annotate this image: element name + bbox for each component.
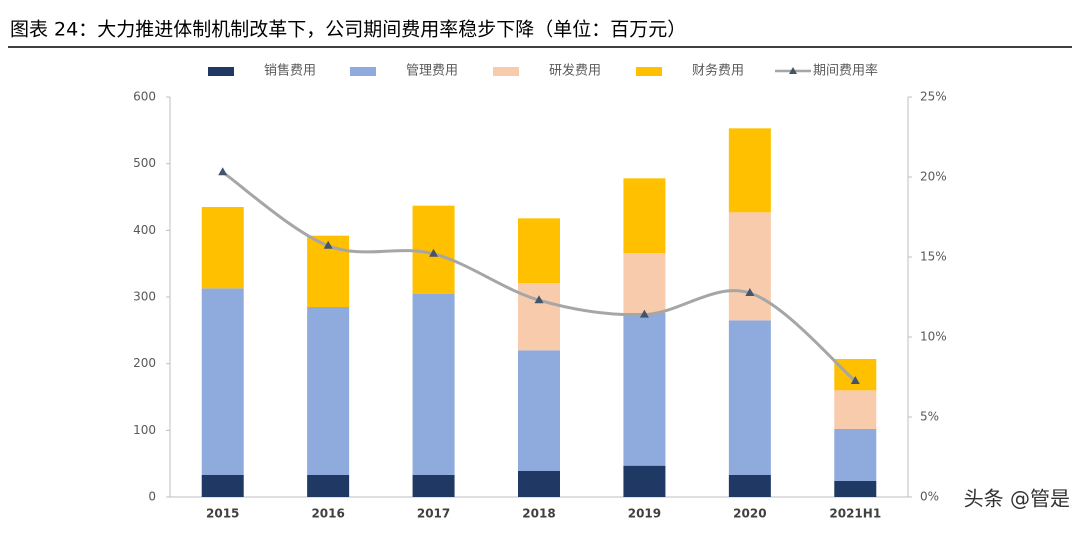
bar: [412, 475, 455, 497]
y-tick-label: 0: [148, 490, 156, 504]
bar: [201, 288, 244, 475]
y2-tick-label: 15%: [920, 250, 947, 264]
line-marker: [534, 295, 544, 304]
y-tick-label: 300: [133, 290, 156, 304]
y2-tick-label: 10%: [920, 330, 947, 344]
bar: [307, 475, 350, 497]
x-tick-label: 2019: [628, 507, 661, 521]
line-marker: [218, 167, 228, 176]
bar: [728, 320, 771, 475]
legend-swatch: [208, 67, 234, 76]
bar: [834, 481, 877, 497]
x-tick-label: 2016: [311, 507, 344, 521]
bar: [623, 178, 666, 253]
y2-tick-label: 0%: [920, 490, 939, 504]
watermark: 头条 @管是: [964, 487, 1070, 511]
x-tick-label: 2017: [417, 507, 450, 521]
line-marker: [850, 376, 860, 384]
bar: [728, 212, 771, 321]
bar: [412, 293, 455, 475]
chart-title: 图表 24：大力推进体制机制改革下，公司期间费用率稳步下降（单位：百万元）: [10, 19, 686, 41]
line-marker: [323, 240, 333, 249]
legend-label: 研发费用: [549, 63, 601, 79]
legend-label: 期间费用率: [813, 63, 878, 79]
bar: [518, 218, 560, 283]
y-tick-label: 400: [133, 223, 156, 237]
x-tick-label: 2021H1: [829, 507, 881, 521]
y2-tick-label: 5%: [920, 410, 939, 424]
legend-label: 财务费用: [692, 63, 744, 79]
x-tick-label: 2015: [206, 507, 239, 521]
bar: [623, 253, 666, 313]
bar: [518, 283, 560, 351]
bar: [307, 307, 350, 475]
line-marker: [745, 288, 755, 296]
bar: [201, 207, 244, 289]
bar: [518, 350, 560, 471]
bar: [623, 313, 666, 466]
y2-tick-label: 25%: [920, 90, 947, 104]
bar: [518, 471, 560, 497]
y-tick-label: 100: [133, 423, 156, 437]
x-tick-label: 2020: [733, 507, 766, 521]
bar: [728, 128, 771, 213]
y-tick-label: 600: [133, 90, 156, 104]
x-tick-label: 2018: [522, 507, 555, 521]
bar: [201, 475, 244, 497]
line-marker: [639, 309, 649, 318]
legend-swatch: [636, 67, 662, 76]
legend-label: 管理费用: [406, 64, 458, 79]
bar: [623, 465, 666, 497]
y2-tick-label: 20%: [920, 170, 947, 184]
bar: [834, 359, 877, 391]
legend-marker: [789, 67, 797, 74]
y-tick-label: 200: [133, 356, 156, 370]
legend-label: 销售费用: [264, 63, 316, 79]
bar: [728, 475, 771, 497]
legend-swatch: [350, 67, 376, 76]
line-marker: [429, 248, 439, 257]
y-tick-label: 500: [133, 156, 156, 170]
bar: [834, 390, 877, 429]
bar: [834, 429, 877, 481]
legend-swatch: [493, 67, 519, 76]
